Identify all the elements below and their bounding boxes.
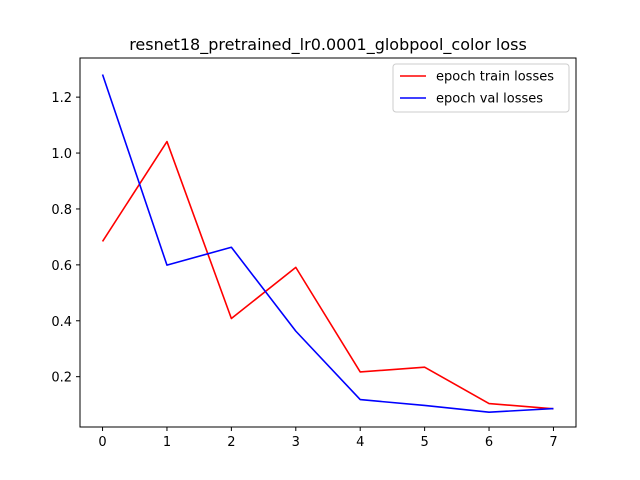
x-tick-label: 2 xyxy=(227,435,235,450)
x-axis-ticks: 0 1 2 3 4 5 6 7 xyxy=(98,427,558,450)
x-tick-label: 0 xyxy=(98,435,106,450)
chart-title: resnet18_pretrained_lr0.0001_globpool_co… xyxy=(129,35,527,55)
y-tick-label: 1.2 xyxy=(51,91,72,106)
legend-entry: epoch val losses xyxy=(436,92,543,107)
series-line-train xyxy=(101,140,554,410)
y-tick-label: 0.2 xyxy=(51,371,72,386)
x-tick-label: 4 xyxy=(356,435,364,450)
plot-frame xyxy=(79,57,577,428)
legend-entry: epoch train losses xyxy=(436,70,554,85)
x-tick-label: 3 xyxy=(292,435,300,450)
x-tick-label: 5 xyxy=(420,435,428,450)
y-axis-ticks: 0.2 0.4 0.6 0.8 1.0 1.2 xyxy=(51,91,80,386)
plot-lines xyxy=(101,74,554,413)
x-tick-label: 1 xyxy=(163,435,171,450)
y-tick-label: 1.0 xyxy=(51,147,72,162)
y-tick-label: 0.4 xyxy=(51,315,72,330)
y-tick-label: 0.8 xyxy=(51,203,72,218)
legend-box xyxy=(392,63,570,113)
x-tick-label: 7 xyxy=(549,435,557,450)
legend: epoch train losses epoch val losses xyxy=(392,63,570,113)
series-line-val xyxy=(101,74,554,413)
y-tick-label: 0.6 xyxy=(51,259,72,274)
x-tick-label: 6 xyxy=(485,435,493,450)
